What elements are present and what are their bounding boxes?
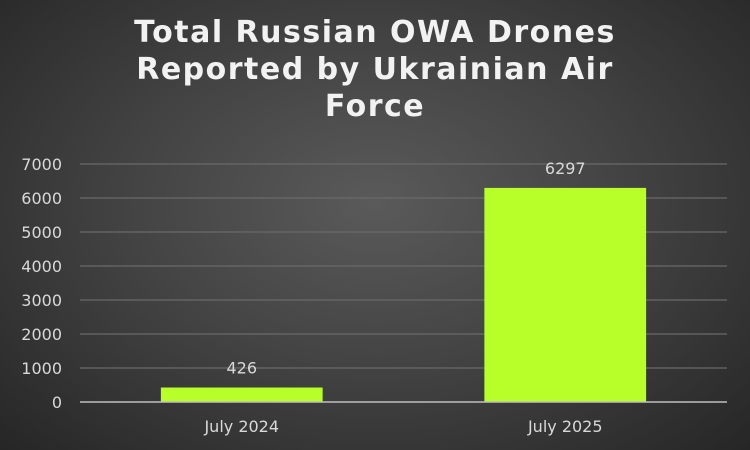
chart-title-line-3: Force [324,89,426,124]
y-tick-label: 4000 [21,257,62,276]
y-tick-label: 7000 [21,155,62,174]
y-tick-label: 3000 [21,291,62,310]
chart-title-line-2: Reported by Ukrainian Air [136,52,614,87]
bar [484,187,647,402]
bar [160,387,323,402]
data-label: 6297 [545,159,586,178]
y-tick-label: 2000 [21,325,62,344]
x-tick-label: July 2025 [527,417,603,436]
y-tick-label: 1000 [21,359,62,378]
y-tick-label: 0 [52,393,62,412]
x-tick-label: July 2024 [203,417,279,436]
y-tick-label: 6000 [21,189,62,208]
data-label: 426 [226,359,257,378]
chart-title: Total Russian OWA Drones Reported by Ukr… [0,14,750,125]
chart-title-line-1: Total Russian OWA Drones [134,15,616,50]
y-tick-label: 5000 [21,223,62,242]
